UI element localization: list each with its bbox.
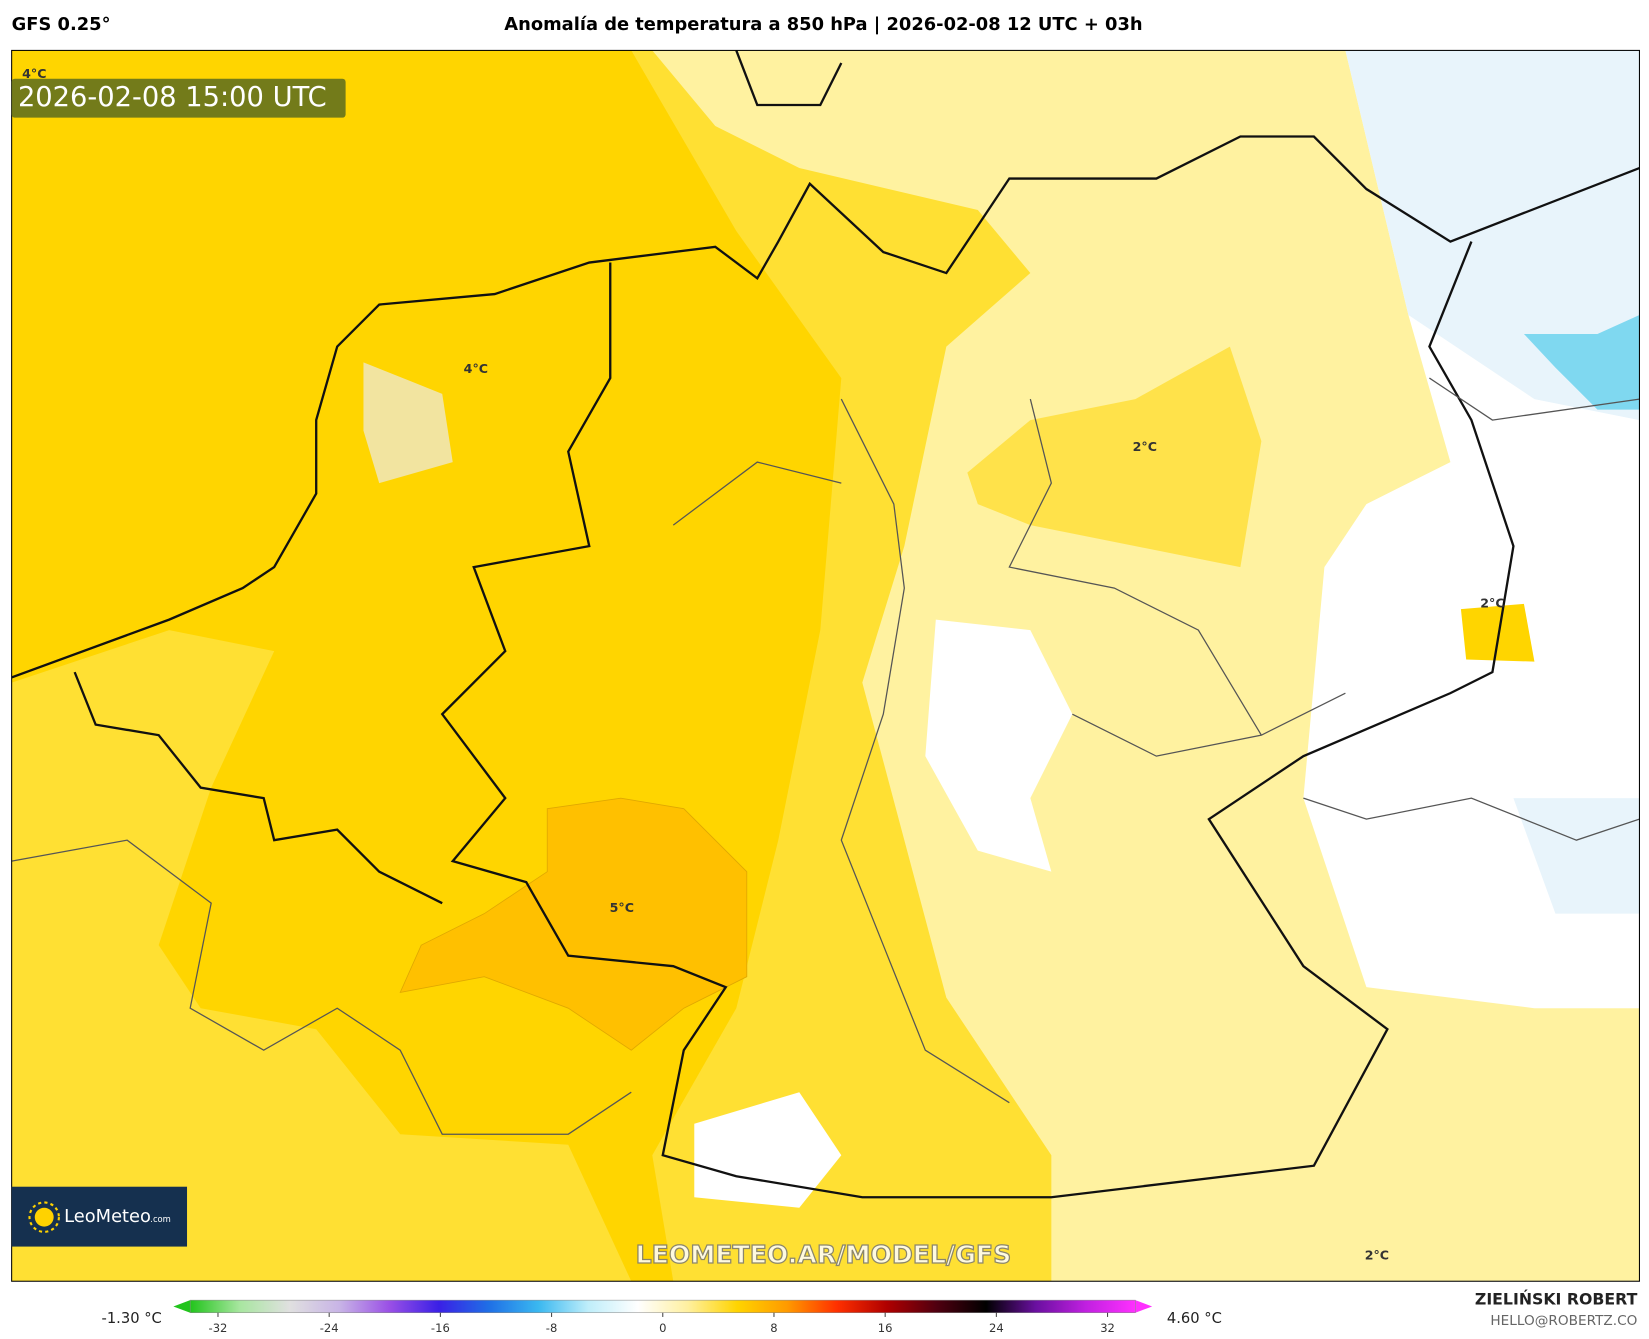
colorbar-tick-label: -32 <box>209 1321 228 1335</box>
field-lake <box>363 362 453 484</box>
field-cyan <box>1523 315 1640 410</box>
colorbar-tick-label: -8 <box>546 1321 558 1335</box>
colorbar-right-arrow <box>1135 1300 1153 1313</box>
colorbar: -32 -24 -16 -8 0 8 16 24 32 <box>173 1299 1153 1335</box>
model-label: GFS 0.25° <box>12 14 111 35</box>
author: ZIELIŃSKI ROBERT <box>1475 1290 1638 1309</box>
watermark: LEOMETEO.AR/MODEL/GFS <box>636 1240 1012 1269</box>
colorbar-tick-label: 32 <box>1100 1321 1115 1335</box>
contour-label: 2°C <box>1480 595 1504 610</box>
colorbar-tick-label: 8 <box>770 1321 777 1335</box>
colorbar-tick-label: 0 <box>659 1321 666 1335</box>
logo-sun <box>34 1207 54 1227</box>
coastline <box>11 50 1640 1199</box>
timestamp: 2026-02-08 15:00 UTC <box>18 82 327 113</box>
colorbar-max-label: 4.60 °C <box>1167 1310 1222 1327</box>
contour-label: 2°C <box>1133 439 1157 454</box>
colorbar-bar <box>189 1299 1136 1314</box>
field-light <box>11 630 632 1282</box>
colorbar-tick-label: 24 <box>989 1321 1004 1335</box>
colorbar-tick-label: 16 <box>878 1321 893 1335</box>
logo-suffix: .com <box>150 1214 171 1224</box>
timestamp-box <box>11 78 346 118</box>
contour-label: 5°C <box>610 900 634 915</box>
contour-labels: 4°C 4°C 2°C 5°C 2°C 2°C <box>22 66 1504 1262</box>
contour-label: 2°C <box>1365 1248 1389 1263</box>
map-frame <box>11 49 1640 1282</box>
logo-rays <box>28 1201 60 1233</box>
field-orange <box>399 797 748 1051</box>
contour-label: 4°C <box>464 361 488 376</box>
colorbar-tick-label: -16 <box>431 1321 450 1335</box>
field-white <box>694 1092 842 1208</box>
author-email: HELLO@ROBERTZ.CO <box>1490 1313 1637 1329</box>
map-title: Anomalía de temperatura a 850 hPa | 2026… <box>504 14 1142 35</box>
field-light-blue <box>1345 50 1640 421</box>
colorbar-min-label: -1.30 °C <box>102 1310 162 1327</box>
map-area: 4°C 4°C 2°C 5°C 2°C 2°C <box>11 50 1640 1282</box>
logo-name: LeoMeteo <box>64 1206 151 1227</box>
colorbar-left-arrow <box>173 1300 191 1313</box>
borders <box>11 377 1640 1135</box>
contour-label: 4°C <box>22 66 46 81</box>
colorbar-tick-label: -24 <box>320 1321 339 1335</box>
field-base <box>1460 603 1535 662</box>
field-white <box>925 619 1073 872</box>
field-light <box>967 346 1262 568</box>
